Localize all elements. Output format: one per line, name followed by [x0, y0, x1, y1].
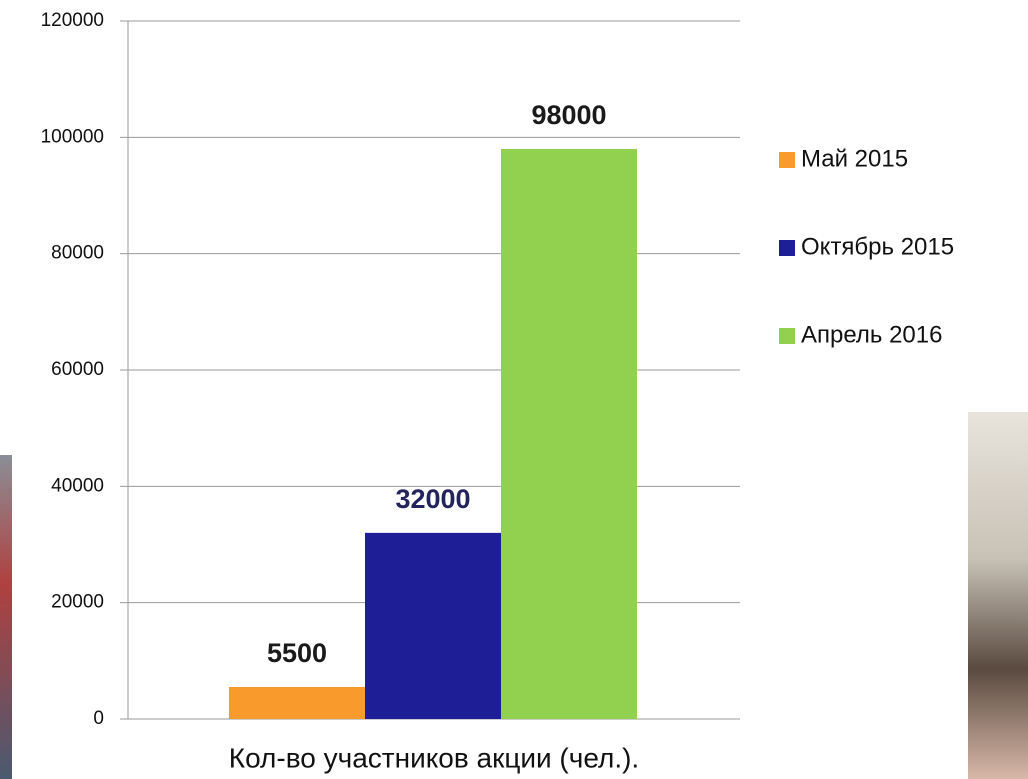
chart: 0 20000 40000 60000 80000 100000 120000 5500 Май…	[0, 0, 1028, 779]
value-label: 5500	[267, 638, 327, 668]
legend-label: Май 2015	[801, 145, 908, 172]
y-tick-label: 100000	[41, 126, 104, 147]
legend-label: Апрель 2016	[801, 321, 942, 348]
legend-swatch	[779, 328, 795, 344]
y-tick-label: 80000	[51, 243, 104, 264]
value-label: 98000	[531, 100, 606, 130]
bar	[501, 149, 637, 719]
bar	[365, 533, 501, 719]
photo	[0, 455, 12, 779]
x-tick-label: Кол-во участников акции (чел.).	[229, 742, 639, 773]
bar	[229, 687, 365, 719]
photo	[968, 412, 1028, 779]
y-tick-label: 60000	[51, 359, 104, 380]
legend-swatch	[779, 240, 795, 256]
y-tick-label: 120000	[41, 10, 104, 31]
y-tick-label: 20000	[51, 592, 104, 613]
legend-label: Октябрь 2015	[801, 233, 954, 260]
y-tick-label: 0	[93, 708, 104, 729]
plot: 0 20000 40000 60000 80000 100000 120000 5500 Май…	[41, 10, 955, 773]
y-tick-label: 40000	[51, 475, 104, 496]
value-label: 32000	[395, 484, 470, 514]
legend-swatch	[779, 152, 795, 168]
